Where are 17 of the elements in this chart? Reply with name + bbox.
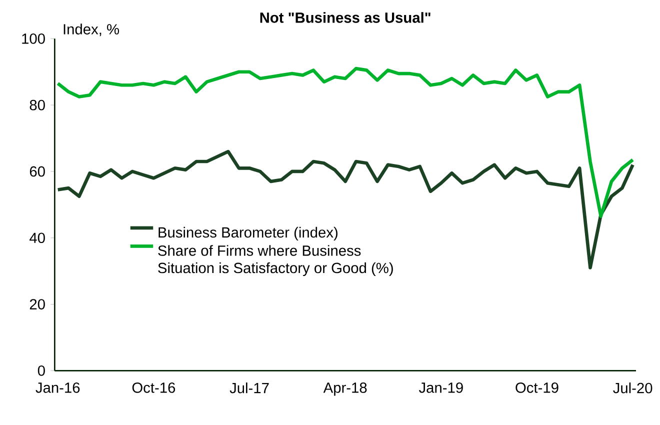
x-tick-label: Jan-19 (418, 382, 463, 393)
x-tick-label: Jul-20 (613, 382, 652, 394)
y-tick-label: 20 (30, 298, 45, 310)
y-tick-label: 60 (30, 166, 45, 177)
x-tick-label: Jul-17 (230, 382, 269, 394)
legend-label: Business Barometer (index) (158, 226, 338, 240)
chart-title: Not "Business as Usual" (260, 12, 430, 23)
legend-label: Share of Firms where Business Situation is Satisfactory or Good (%) (158, 244, 393, 276)
x-tick-label: Apr-18 (323, 382, 367, 396)
x-tick-label: Oct-19 (516, 382, 558, 393)
x-tick-label: Jan-16 (36, 382, 80, 393)
y-tick-label: 0 (38, 365, 45, 376)
y-tick-label: 40 (30, 232, 45, 243)
x-tick-label: Oct-16 (132, 382, 176, 393)
y-tick-label: 100 (22, 33, 45, 44)
y-tick-label: 80 (30, 100, 45, 110)
y-axis-title: Index, % (64, 24, 120, 36)
